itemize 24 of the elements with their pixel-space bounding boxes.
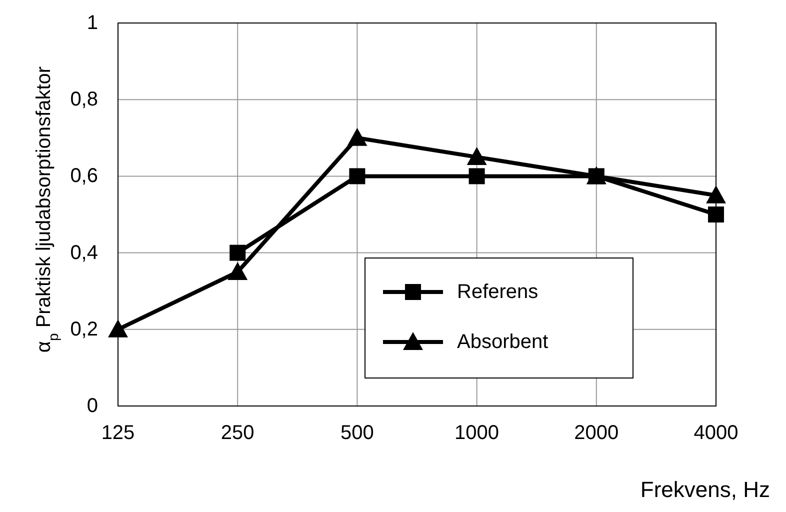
y-tick-label: 0 bbox=[86, 395, 98, 417]
x-axis-title: Frekvens, Hz bbox=[640, 477, 770, 502]
x-tick-label: 1000 bbox=[454, 422, 500, 444]
point bbox=[347, 128, 368, 146]
y-tick-label: 1 bbox=[86, 12, 98, 34]
x-tick-label: 4000 bbox=[694, 422, 738, 444]
y-tick-label: 0,4 bbox=[70, 242, 98, 264]
x-tick-label: 2000 bbox=[574, 422, 619, 444]
point bbox=[230, 244, 246, 261]
point bbox=[466, 147, 487, 166]
point bbox=[228, 262, 248, 280]
y-tick-label: 0,8 bbox=[70, 88, 98, 111]
legend-label: Referens bbox=[457, 281, 538, 303]
y-tick-label: 0,6 bbox=[70, 165, 98, 188]
x-tick-label: 125 bbox=[101, 422, 135, 444]
y-tick-label: 0,2 bbox=[70, 318, 98, 340]
point bbox=[468, 168, 485, 184]
x-tick-label: 500 bbox=[340, 422, 374, 444]
legend-label: Absorbent bbox=[457, 331, 549, 353]
point bbox=[349, 168, 366, 184]
point bbox=[708, 206, 724, 222]
x-tick-label: 250 bbox=[220, 422, 254, 444]
point bbox=[108, 319, 128, 338]
point bbox=[706, 185, 726, 204]
